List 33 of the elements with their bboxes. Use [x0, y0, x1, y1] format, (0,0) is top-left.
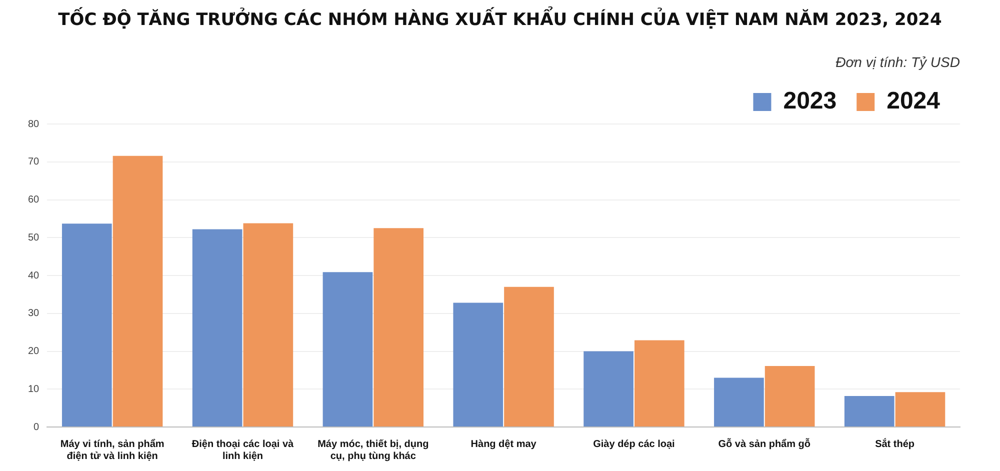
y-tick-label: 20	[28, 346, 40, 357]
x-tick-label: Điện thoại các loại và linh kiện	[192, 438, 294, 462]
y-tick-label: 10	[28, 384, 40, 395]
bar	[504, 286, 554, 426]
y-tick-label: 50	[28, 232, 40, 244]
y-tick-label: 40	[28, 270, 40, 282]
legend-label: 2023	[783, 88, 837, 115]
bar	[374, 228, 424, 426]
bar	[322, 272, 373, 426]
y-tick-label: 30	[28, 308, 40, 320]
bar	[112, 156, 163, 426]
y-tick-label: 80	[28, 118, 40, 130]
x-tick-label: Gỗ và sản phẩm gỗ	[718, 438, 811, 450]
legend-label: 2024	[886, 88, 941, 115]
x-tick-label: Sắt thép	[875, 438, 915, 450]
y-tick-label: 60	[28, 194, 40, 206]
bar	[453, 302, 504, 426]
x-tick-label: Máy vi tính, sản phẩm điện tử và linh kiện	[60, 438, 164, 462]
text: Đơn vị tính: Tỷ USD	[836, 54, 960, 70]
bar	[844, 396, 894, 426]
y-tick-label: 0	[34, 422, 40, 433]
bar	[192, 229, 242, 426]
bar	[62, 224, 112, 426]
y-tick-label: 70	[28, 156, 40, 168]
bar	[714, 378, 764, 426]
bar	[634, 340, 684, 426]
x-tick-label: Máy móc, thiết bị, dụng cụ, phụ tùng khác	[318, 438, 429, 462]
x-tick-label: Hàng dệt may	[470, 438, 537, 450]
bar	[584, 351, 634, 426]
bar	[895, 392, 946, 426]
x-tick-label: Giày dép các loại	[593, 438, 676, 450]
bar	[243, 223, 294, 426]
bar	[764, 366, 815, 426]
